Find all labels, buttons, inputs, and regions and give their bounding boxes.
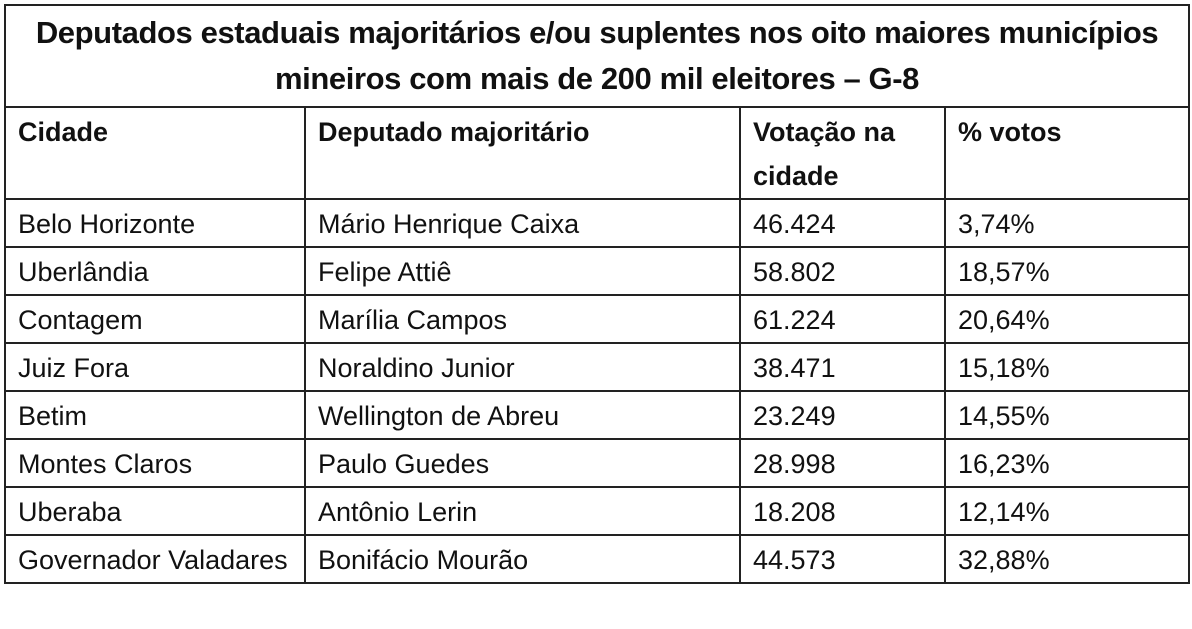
- table-cell: Paulo Guedes: [304, 438, 741, 488]
- table-cell: Belo Horizonte: [4, 198, 306, 248]
- data-table: Deputados estaduais majoritários e/ou su…: [3, 4, 1191, 584]
- table-cell: Antônio Lerin: [304, 486, 741, 536]
- table-cell: 16,23%: [943, 438, 1191, 488]
- table-cell: Contagem: [4, 294, 306, 344]
- table-cell: Marília Campos: [304, 294, 741, 344]
- data-row: Juiz Fora Noraldino Junior 38.471 15,18%: [4, 342, 1191, 392]
- table-container: Deputados estaduais majoritários e/ou su…: [3, 4, 1191, 625]
- data-row: Belo Horizonte Mário Henrique Caixa 46.424…: [4, 198, 1191, 248]
- table-title: Deputados estaduais majoritários e/ou su…: [3, 4, 1191, 108]
- data-row: Contagem Marília Campos 61.224 20,64%: [4, 294, 1191, 344]
- table-cell: Mário Henrique Caixa: [304, 198, 741, 248]
- data-row: Uberlândia Felipe Attiê 58.802 18,57%: [4, 246, 1191, 296]
- table-cell: 14,55%: [943, 390, 1191, 440]
- table-cell: Uberaba: [4, 486, 306, 536]
- title-row: Deputados estaduais majoritários e/ou su…: [3, 4, 1191, 108]
- table-cell: 20,64%: [943, 294, 1191, 344]
- data-row: Betim Wellington de Abreu 23.249 14,55%: [4, 390, 1191, 440]
- table-cell: Bonifácio Mourão: [304, 534, 741, 584]
- table-cell: 23.249: [739, 390, 946, 440]
- table-cell: 15,18%: [943, 342, 1191, 392]
- data-row: Governador Valadares Bonifácio Mourão 44.5…: [4, 534, 1191, 584]
- header-row: Cidade Deputado majoritário Votação na cid…: [4, 106, 1191, 200]
- table-cell: Juiz Fora: [4, 342, 306, 392]
- table-cell: Uberlândia: [4, 246, 306, 296]
- table-cell: 58.802: [739, 246, 946, 296]
- table-cell: 46.424: [739, 198, 946, 248]
- data-row: Uberaba Antônio Lerin 18.208 12,14%: [4, 486, 1191, 536]
- column-header: Cidade: [4, 106, 306, 200]
- table-cell: 61.224: [739, 294, 946, 344]
- table-cell: Betim: [4, 390, 306, 440]
- table-cell: 12,14%: [943, 486, 1191, 536]
- column-header: Votação na cidade: [739, 106, 946, 200]
- table-cell: Montes Claros: [4, 438, 306, 488]
- table-cell: 28.998: [739, 438, 946, 488]
- table-cell: Felipe Attiê: [304, 246, 741, 296]
- table-cell: Noraldino Junior: [304, 342, 741, 392]
- column-header: Deputado majoritário: [304, 106, 741, 200]
- table-cell: 18.208: [739, 486, 946, 536]
- column-header: % votos: [943, 106, 1191, 200]
- table-cell: Wellington de Abreu: [304, 390, 741, 440]
- table-cell: 44.573: [739, 534, 946, 584]
- table-cell: 38.471: [739, 342, 946, 392]
- table-cell: 18,57%: [943, 246, 1191, 296]
- table-cell: Governador Valadares: [4, 534, 306, 584]
- table-cell: 32,88%: [943, 534, 1191, 584]
- data-row: Montes Claros Paulo Guedes 28.998 16,23%: [4, 438, 1191, 488]
- table-cell: 3,74%: [943, 198, 1191, 248]
